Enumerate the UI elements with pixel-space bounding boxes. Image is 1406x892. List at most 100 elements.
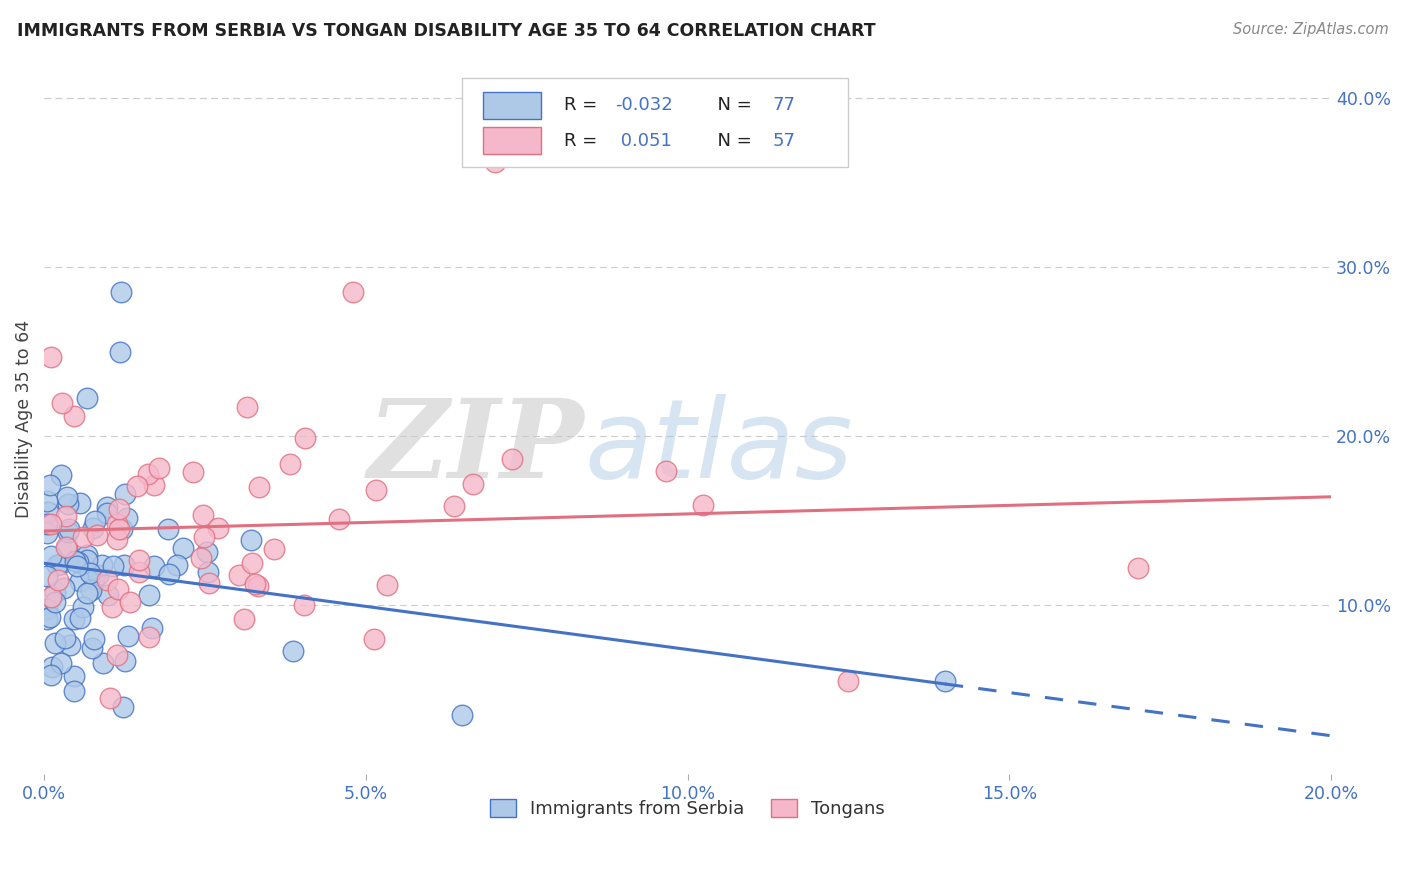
Point	[197, 566, 219, 580]
Point	[83, 515, 105, 529]
Point	[240, 557, 263, 571]
Text: -0.032: -0.032	[616, 96, 673, 114]
Point	[193, 530, 215, 544]
Point	[37, 525, 59, 540]
Point	[278, 457, 301, 471]
Point	[197, 545, 219, 559]
Point	[39, 668, 62, 682]
Point	[96, 500, 118, 514]
Point	[44, 585, 66, 599]
Point	[44, 636, 66, 650]
Text: 57: 57	[772, 132, 796, 150]
Point	[207, 521, 229, 535]
Point	[366, 483, 388, 498]
Point	[97, 588, 120, 602]
Point	[59, 638, 82, 652]
Point	[79, 583, 101, 598]
Point	[443, 499, 465, 513]
Point	[56, 541, 79, 555]
Point	[46, 574, 69, 588]
Point	[181, 466, 204, 480]
Point	[110, 345, 132, 359]
Point	[39, 350, 62, 364]
Point	[76, 552, 98, 566]
Point	[120, 595, 142, 609]
Point	[107, 582, 129, 596]
Point	[51, 396, 73, 410]
Point	[692, 498, 714, 512]
Point	[53, 631, 76, 645]
Point	[37, 517, 59, 532]
Point	[239, 533, 262, 547]
Point	[56, 491, 79, 505]
Point	[1126, 561, 1149, 575]
Point	[66, 555, 89, 569]
Text: N =: N =	[706, 96, 756, 114]
Y-axis label: Disability Age 35 to 64: Disability Age 35 to 64	[15, 320, 32, 518]
Point	[246, 578, 269, 592]
Point	[101, 558, 124, 573]
Point	[76, 586, 98, 600]
Point	[45, 558, 67, 573]
Point	[56, 525, 79, 540]
Point	[91, 558, 114, 572]
Point	[157, 567, 180, 582]
Point	[39, 591, 62, 605]
Point	[294, 431, 316, 445]
Point	[190, 550, 212, 565]
Point	[111, 522, 134, 536]
Point	[69, 610, 91, 624]
Point	[292, 598, 315, 612]
Point	[62, 612, 84, 626]
Point	[55, 541, 77, 555]
Point	[101, 599, 124, 614]
Point	[62, 669, 84, 683]
Point	[37, 505, 59, 519]
Point	[49, 558, 72, 572]
Point	[191, 508, 214, 522]
Point	[39, 609, 62, 624]
Point	[69, 574, 91, 588]
Point	[41, 660, 63, 674]
Point	[76, 391, 98, 405]
Point	[107, 516, 129, 531]
Point	[127, 479, 149, 493]
Point	[461, 477, 484, 491]
Point	[112, 700, 135, 714]
Point	[233, 612, 256, 626]
Point	[501, 452, 523, 467]
Point	[86, 528, 108, 542]
Point	[138, 630, 160, 644]
Point	[108, 501, 131, 516]
Point	[198, 576, 221, 591]
Point	[655, 464, 678, 478]
Point	[114, 654, 136, 668]
Point	[136, 467, 159, 481]
Point	[375, 578, 398, 592]
Point	[44, 595, 66, 609]
Point	[236, 401, 259, 415]
FancyBboxPatch shape	[482, 128, 541, 154]
Point	[39, 549, 62, 563]
Point	[142, 478, 165, 492]
Text: ZIP: ZIP	[368, 393, 585, 501]
Text: R =: R =	[564, 96, 603, 114]
Point	[143, 559, 166, 574]
Point	[105, 532, 128, 546]
Point	[451, 708, 474, 723]
Point	[243, 577, 266, 591]
Point	[117, 510, 139, 524]
Point	[49, 467, 72, 482]
Point	[138, 588, 160, 602]
Text: 77: 77	[772, 96, 796, 114]
Point	[82, 640, 104, 655]
Point	[87, 568, 110, 582]
Point	[110, 285, 132, 300]
FancyBboxPatch shape	[463, 78, 848, 167]
Point	[39, 477, 62, 491]
Point	[247, 481, 270, 495]
Point	[328, 512, 350, 526]
Point	[837, 674, 859, 689]
Point	[156, 522, 179, 536]
Text: N =: N =	[706, 132, 756, 150]
